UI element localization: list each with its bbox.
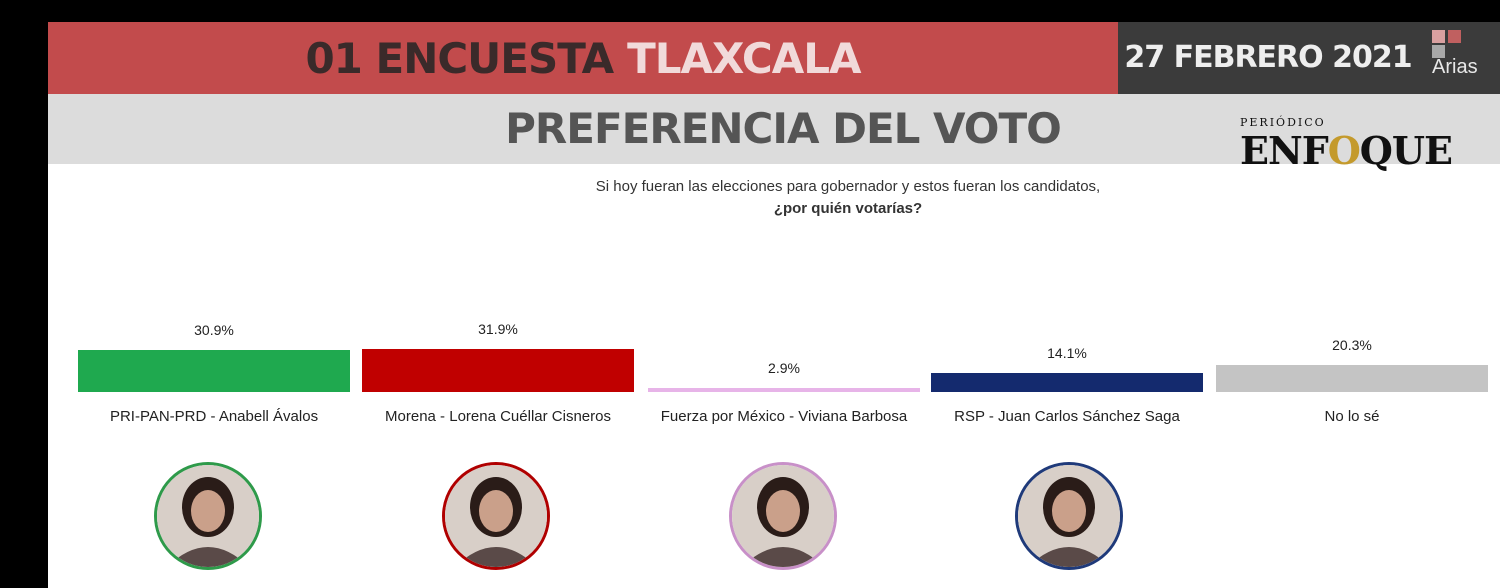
value-label-3: 2.9% (768, 360, 800, 377)
question-line-2: ¿por quién votarías? (773, 200, 923, 217)
logo-square-icon (1432, 45, 1445, 58)
candidate-photo-2-icon (442, 462, 550, 570)
infographic: 01 ENCUESTA TLAXCALA 27 FEBRERO 2021 Ari… (48, 22, 1500, 588)
value-label-1: 30.9% (194, 322, 234, 339)
logo-text: Arias (1432, 56, 1478, 78)
survey-question: Si hoy fueran las elecciones para gobern… (348, 176, 1348, 220)
bar-5 (1216, 364, 1488, 392)
value-label-4: 14.1% (1047, 344, 1087, 361)
candidate-photo-1-icon (154, 462, 262, 570)
enfoque-watermark: PERIÓDICO ENFOQUE (1236, 114, 1486, 184)
person-silhouette-icon (732, 465, 834, 567)
date-band: 27 FEBRERO 2021 Arias (1118, 22, 1500, 94)
value-label-2: 31.9% (478, 321, 518, 337)
logo-square-icon (1448, 30, 1461, 43)
person-silhouette-icon (1018, 465, 1120, 567)
category-label-2: Morena - Lorena Cuéllar Cisneros (385, 408, 611, 425)
bar-1 (78, 350, 350, 392)
watermark-word-b: QUE (1359, 128, 1453, 173)
value-label-5: 20.3% (1332, 336, 1372, 353)
watermark-word: ENFOQUE (1240, 128, 1453, 173)
arias-logo: Arias (1414, 26, 1500, 90)
bar-3 (648, 388, 920, 392)
watermark-word-o: O (1327, 128, 1361, 173)
person-silhouette-icon (445, 465, 547, 567)
bar-2 (362, 349, 634, 392)
chart-subtitle: PREFERENCIA DEL VOTO (505, 104, 1062, 153)
logo-square-icon (1432, 30, 1445, 43)
bar-chart: 30.9% PRI-PAN-PRD - Anabell Ávalos 31.9% Mo… (48, 302, 1500, 462)
category-label-1: PRI-PAN-PRD - Anabell Ávalos (109, 408, 319, 425)
survey-date: 27 FEBRERO 2021 (1124, 40, 1412, 75)
category-label-3: Fuerza por México - Viviana Barbosa (660, 408, 908, 425)
category-label-5: No lo sé (1324, 408, 1380, 425)
category-label-4: RSP - Juan Carlos Sánchez Saga (954, 408, 1180, 425)
title-band: 01 ENCUESTA TLAXCALA (48, 22, 1118, 94)
candidate-photo-4-icon (1015, 462, 1123, 570)
title-main: 01 ENCUESTA (305, 33, 614, 83)
title-place: TLAXCALA (627, 33, 861, 83)
candidate-photo-3-icon (729, 462, 837, 570)
subtitle-band: PREFERENCIA DEL VOTO (48, 94, 1500, 164)
watermark-small-text: PERIÓDICO (1240, 116, 1326, 129)
watermark-word-a: ENF (1240, 128, 1329, 173)
person-silhouette-icon (157, 465, 259, 567)
header-bar: 01 ENCUESTA TLAXCALA 27 FEBRERO 2021 Ari… (48, 22, 1500, 94)
bar-4 (931, 372, 1203, 392)
question-line-1: Si hoy fueran las elecciones para gobern… (595, 178, 1101, 195)
